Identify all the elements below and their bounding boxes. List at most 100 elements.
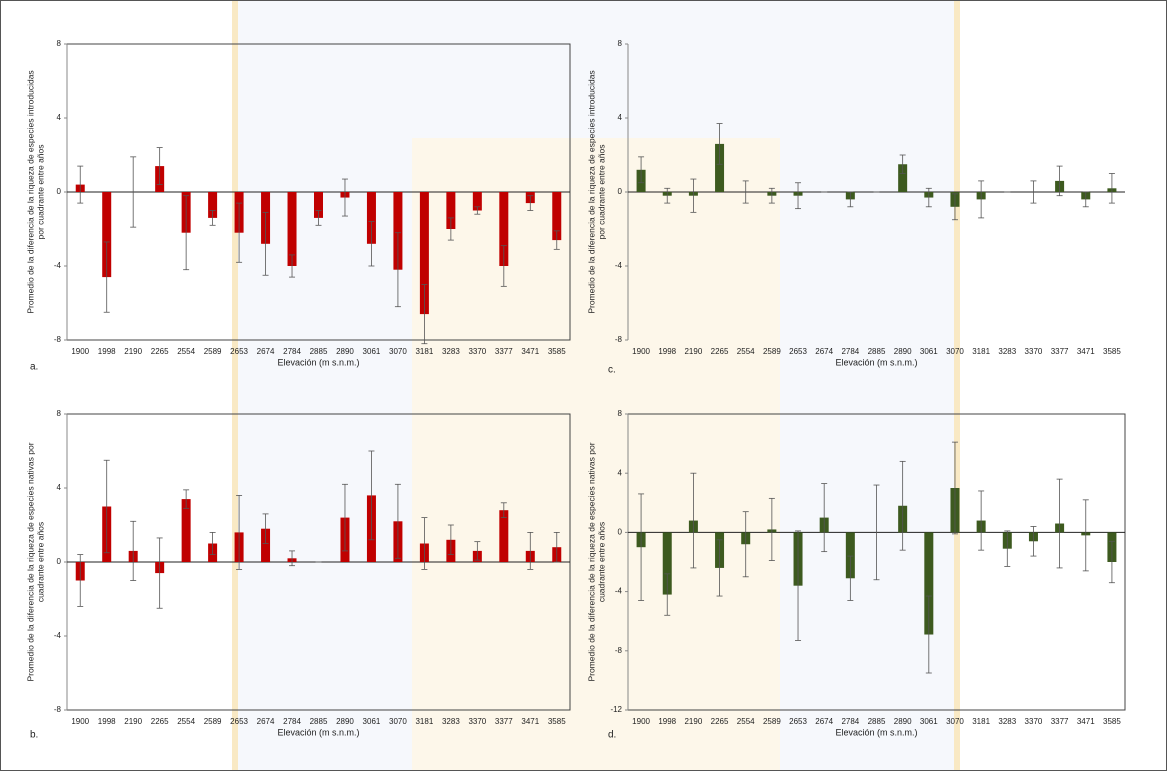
x-tick-label: 2885 <box>868 717 886 726</box>
watermark-edge <box>954 0 960 771</box>
error-bar <box>847 191 854 208</box>
x-tick-label: 3070 <box>946 717 964 726</box>
error-bar <box>716 539 723 597</box>
bar <box>181 499 191 562</box>
y-axis-title: cuadrante entre años <box>596 522 606 602</box>
error-bar <box>821 483 828 553</box>
x-tick-label: 3377 <box>1051 347 1069 356</box>
watermark <box>232 0 960 771</box>
error-bar <box>925 187 932 208</box>
x-tick-label: 2890 <box>336 717 354 726</box>
error-bar <box>130 156 137 228</box>
bar <box>208 192 218 218</box>
error-bar <box>768 187 775 204</box>
x-tick-label: 2674 <box>257 347 275 356</box>
x-tick-label: 3377 <box>495 347 513 356</box>
x-tick-label: 3061 <box>920 347 938 356</box>
error-bar <box>899 154 906 174</box>
y-tick-label: 4 <box>57 113 62 122</box>
bar <box>472 192 482 211</box>
error-bar <box>795 530 802 641</box>
error-bar <box>553 532 560 563</box>
error-bar <box>289 254 296 278</box>
bar <box>102 192 112 278</box>
error-bar <box>690 178 697 213</box>
error-bar <box>262 513 269 544</box>
y-tick-label: 8 <box>618 409 623 418</box>
bar <box>393 192 403 270</box>
error-bar <box>873 484 880 581</box>
bar <box>314 192 323 218</box>
bar <box>366 192 376 244</box>
panel-label: c. <box>608 365 616 376</box>
x-tick-label: 2890 <box>336 347 354 356</box>
x-tick-label: 3181 <box>415 717 433 726</box>
error-bar <box>447 524 454 555</box>
x-tick-label: 2589 <box>204 717 222 726</box>
x-tick-label: 3181 <box>972 717 990 726</box>
x-tick-label: 1998 <box>658 717 676 726</box>
error-bar <box>209 210 216 226</box>
bar <box>419 192 429 315</box>
error-bar <box>289 550 296 567</box>
error-bar <box>447 217 454 241</box>
bar <box>499 192 509 266</box>
panel-label: a. <box>30 362 38 373</box>
watermark-shield <box>412 138 780 771</box>
x-tick-label: 3070 <box>946 347 964 356</box>
x-tick-label: 2190 <box>684 347 702 356</box>
x-tick-label: 2554 <box>177 347 195 356</box>
error-bar <box>421 284 428 345</box>
y-tick-label: 4 <box>57 483 62 492</box>
error-bar <box>77 554 84 607</box>
y-tick-label: 0 <box>57 187 62 196</box>
x-tick-label: 2885 <box>310 717 328 726</box>
x-tick-label: 3061 <box>920 717 938 726</box>
x-axis-title: Elevación (m s.n.m.) <box>835 357 917 367</box>
error-bar <box>664 187 671 204</box>
error-bar <box>315 210 322 226</box>
x-tick-label: 2589 <box>763 347 781 356</box>
error-bar <box>103 241 110 313</box>
x-tick-label: 3181 <box>415 347 433 356</box>
x-tick-label: 3283 <box>998 347 1016 356</box>
x-tick-label: 3061 <box>363 347 381 356</box>
error-bar <box>1030 526 1037 557</box>
error-bar <box>368 221 375 267</box>
x-tick-label: 3181 <box>972 347 990 356</box>
x-tick-label: 2674 <box>815 717 833 726</box>
error-bar <box>236 202 243 263</box>
error-bar <box>638 156 645 184</box>
bar <box>446 192 456 229</box>
x-tick-label: 3370 <box>1025 717 1043 726</box>
x-tick-label: 2554 <box>177 717 195 726</box>
error-bar <box>368 450 375 541</box>
x-tick-label: 2265 <box>711 347 729 356</box>
x-tick-label: 3370 <box>1025 347 1043 356</box>
x-axis-title: Elevación (m s.n.m.) <box>277 357 359 367</box>
error-bar <box>500 245 507 287</box>
error-bar <box>527 532 534 570</box>
y-tick-label: -4 <box>54 631 62 640</box>
x-tick-label: 2653 <box>230 717 248 726</box>
error-bar <box>951 441 958 535</box>
error-bar <box>500 502 507 518</box>
x-tick-label: 2784 <box>283 347 301 356</box>
bar <box>261 528 271 562</box>
x-tick-label: 3585 <box>1103 717 1121 726</box>
x-tick-label: 3585 <box>548 717 566 726</box>
x-tick-label: 2784 <box>283 717 301 726</box>
x-tick-label: 2589 <box>204 347 222 356</box>
x-tick-label: 3585 <box>1103 347 1121 356</box>
error-bar <box>1082 191 1089 208</box>
x-tick-label: 3585 <box>548 347 566 356</box>
error-bar <box>690 472 697 569</box>
x-tick-label: 3377 <box>495 717 513 726</box>
x-tick-label: 2885 <box>310 347 328 356</box>
x-tick-label: 3061 <box>363 717 381 726</box>
y-tick-label: -8 <box>54 335 62 344</box>
x-tick-label: 2674 <box>815 347 833 356</box>
bar <box>845 532 855 579</box>
x-tick-label: 2554 <box>737 717 755 726</box>
x-tick-label: 2554 <box>737 347 755 356</box>
